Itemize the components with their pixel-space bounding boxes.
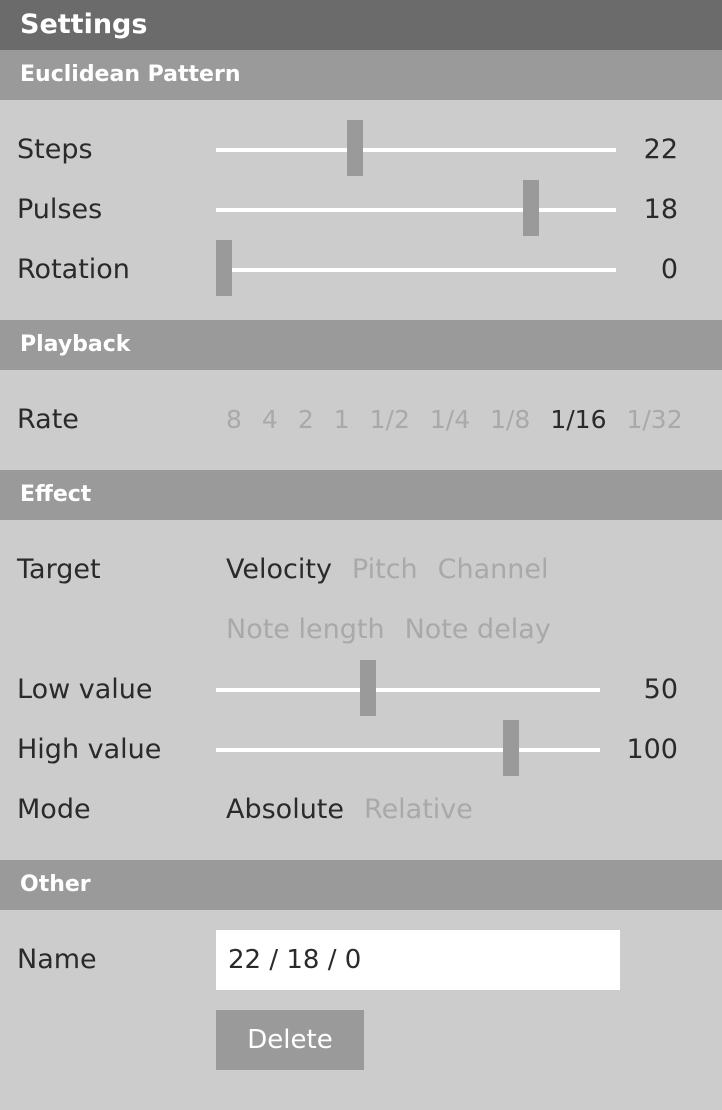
name-label: Name [17, 944, 97, 975]
rate-option-1[interactable]: 1 [333, 405, 350, 434]
rotation-value: 0 [660, 254, 678, 285]
mode-options: Absolute Relative [226, 795, 473, 825]
rate-option-1-8[interactable]: 1/8 [490, 405, 531, 434]
mode-option-relative[interactable]: Relative [364, 794, 473, 825]
steps-slider-thumb[interactable] [346, 120, 363, 176]
section-header-other: Other [0, 860, 722, 910]
low-value-slider-track[interactable] [216, 688, 600, 692]
name-input[interactable] [216, 930, 620, 990]
high-value-slider-thumb[interactable] [503, 720, 520, 776]
target-option-note-delay[interactable]: Note delay [404, 614, 551, 645]
rate-option-1-32[interactable]: 1/32 [626, 405, 683, 434]
mode-label: Mode [17, 794, 91, 825]
section-header-euclidean: Euclidean Pattern [0, 50, 722, 100]
rate-option-1-4[interactable]: 1/4 [429, 405, 471, 434]
pulses-slider-thumb[interactable] [523, 180, 540, 236]
steps-slider-track[interactable] [216, 148, 616, 152]
high-value-value: 100 [626, 734, 678, 765]
section-header-playback: Playback [0, 320, 722, 370]
pulses-slider-track[interactable] [216, 208, 616, 212]
rotation-label: Rotation [17, 254, 130, 285]
high-value-label: High value [17, 734, 162, 765]
section-header-effect: Effect [0, 470, 722, 520]
high-value-slider-track[interactable] [216, 748, 600, 752]
delete-button[interactable]: Delete [216, 1010, 364, 1070]
target-option-pitch[interactable]: Pitch [351, 554, 418, 585]
target-options-row1: Velocity Pitch Channel [226, 555, 549, 585]
rate-option-2[interactable]: 2 [297, 405, 314, 434]
target-option-note-length[interactable]: Note length [226, 614, 385, 645]
target-option-channel[interactable]: Channel [437, 554, 549, 585]
rate-options: 8 4 2 1 1/2 1/4 1/8 1/16 1/32 [226, 405, 683, 435]
rate-option-1-2[interactable]: 1/2 [369, 405, 410, 434]
rate-label: Rate [17, 404, 79, 435]
target-label: Target [17, 554, 101, 585]
pulses-label: Pulses [17, 194, 103, 225]
target-options-row2: Note length Note delay [226, 615, 551, 645]
low-value-value: 50 [643, 674, 678, 705]
rate-option-1-16[interactable]: 1/16 [550, 405, 607, 434]
rotation-slider-thumb[interactable] [216, 240, 232, 296]
low-value-slider-thumb[interactable] [359, 660, 376, 716]
low-value-label: Low value [17, 674, 153, 705]
pulses-value: 18 [643, 194, 678, 225]
mode-option-absolute[interactable]: Absolute [226, 794, 345, 825]
steps-label: Steps [17, 134, 93, 165]
target-option-velocity[interactable]: Velocity [226, 554, 332, 585]
settings-title: Settings [0, 0, 722, 50]
rate-option-4[interactable]: 4 [261, 405, 278, 434]
rate-option-8[interactable]: 8 [226, 405, 242, 434]
steps-value: 22 [643, 134, 678, 165]
rotation-slider-track[interactable] [216, 268, 616, 272]
